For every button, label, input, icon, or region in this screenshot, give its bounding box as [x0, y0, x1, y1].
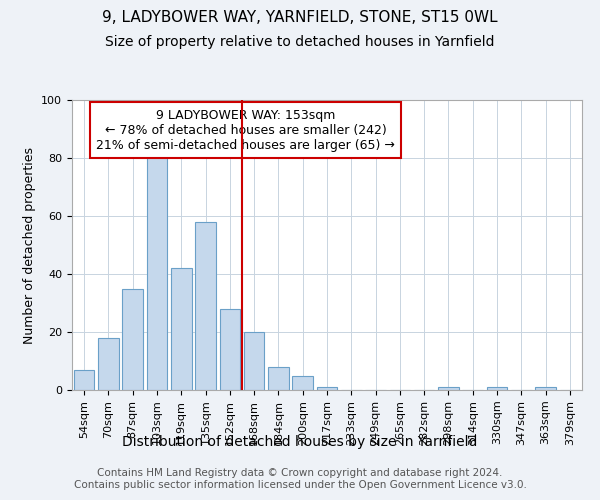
- Bar: [317, 387, 337, 390]
- Bar: [220, 309, 240, 390]
- Y-axis label: Number of detached properties: Number of detached properties: [23, 146, 36, 344]
- Text: Contains HM Land Registry data © Crown copyright and database right 2024.
Contai: Contains HM Land Registry data © Crown c…: [74, 468, 526, 490]
- Text: 9 LADYBOWER WAY: 153sqm
← 78% of detached houses are smaller (242)
21% of semi-d: 9 LADYBOWER WAY: 153sqm ← 78% of detache…: [96, 108, 395, 152]
- Bar: [268, 367, 289, 390]
- Bar: [171, 268, 191, 390]
- Bar: [292, 376, 313, 390]
- Bar: [146, 146, 167, 390]
- Bar: [535, 387, 556, 390]
- Bar: [74, 370, 94, 390]
- Bar: [122, 288, 143, 390]
- Bar: [195, 222, 216, 390]
- Text: Size of property relative to detached houses in Yarnfield: Size of property relative to detached ho…: [105, 35, 495, 49]
- Text: 9, LADYBOWER WAY, YARNFIELD, STONE, ST15 0WL: 9, LADYBOWER WAY, YARNFIELD, STONE, ST15…: [102, 10, 498, 25]
- Bar: [438, 387, 459, 390]
- Bar: [487, 387, 508, 390]
- Bar: [98, 338, 119, 390]
- Bar: [244, 332, 265, 390]
- Text: Distribution of detached houses by size in Yarnfield: Distribution of detached houses by size …: [122, 435, 478, 449]
